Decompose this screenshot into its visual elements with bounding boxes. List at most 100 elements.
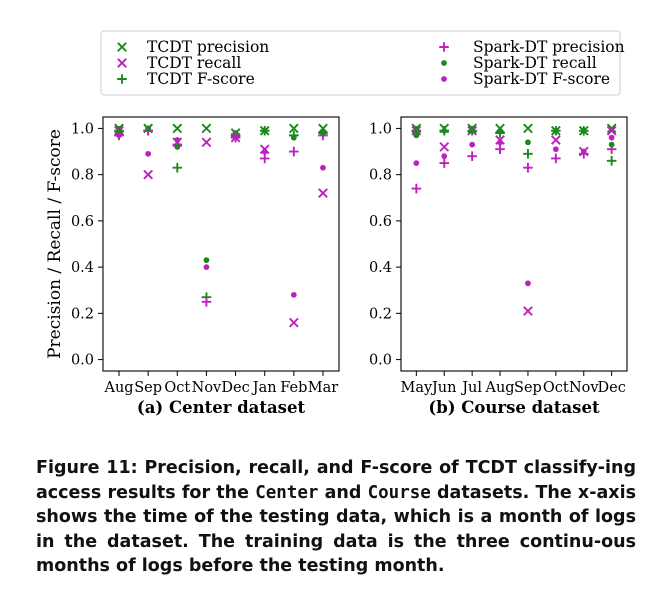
panel-center: 0.0 0.2 0.4 0.6 0.8 1.0 Aug Sep Oct Nov Dec Jan Feb M… — [45, 116, 340, 417]
point-spark-dt-f-score-may — [413, 160, 420, 167]
legend-entry-tcdt-precision: TCDT precision — [117, 38, 269, 56]
point-tcdt-precision-oct — [172, 123, 183, 134]
legend-marker-spark-dt-f-score — [441, 76, 447, 82]
point-spark-dt-recall-jul — [469, 127, 476, 134]
y-tick-label: 0.8 — [71, 168, 94, 184]
point-spark-dt-recall-oct — [552, 127, 559, 134]
legend-label: TCDT recall — [147, 54, 241, 72]
x-tick-label-dec: Dec — [221, 380, 249, 396]
point-spark-dt-recall-feb — [290, 134, 297, 141]
point-tcdt-recall-jun — [439, 142, 450, 152]
x-tick-label-jun: Jun — [430, 380, 457, 396]
point-spark-dt-f-score-nov — [580, 148, 587, 155]
point-tcdt-recall-sep — [523, 306, 533, 316]
legend-entry-tcdt-recall: TCDT recall — [117, 54, 241, 72]
plot-frame-center — [102, 116, 340, 372]
point-spark-dt-f-score-jun — [441, 153, 448, 160]
x-tick-label-sep: Sep — [514, 380, 542, 396]
point-spark-dt-recall-jun — [441, 127, 448, 134]
legend-marker-spark-dt-recall — [441, 60, 447, 66]
series-spark-dt-f-score — [413, 134, 615, 287]
caption-part-3: datasets. The x-axis shows the time of t… — [36, 482, 636, 577]
legend-marker-tcdt-precision — [117, 42, 127, 52]
y-tick-label: 0.4 — [369, 260, 392, 276]
legend-label: TCDT precision — [147, 38, 269, 56]
caption-center-term: Center — [255, 482, 319, 503]
legend-entry-spark-dt-recall: Spark-DT recall — [441, 54, 597, 72]
point-spark-dt-precision-oct — [551, 153, 561, 164]
y-tick-label: 0.8 — [369, 168, 392, 184]
series-spark-dt-f-score — [116, 132, 326, 298]
x-tick-label-dec: Dec — [597, 380, 625, 396]
y-tick-label: 0.6 — [71, 214, 94, 230]
caption-part-2: and — [318, 482, 368, 503]
plot-frame-course — [400, 116, 628, 372]
legend-label: Spark-DT precision — [473, 38, 625, 56]
legend-entry-spark-dt-f-score: Spark-DT F-score — [441, 70, 610, 88]
point-tcdt-f-score-sep — [523, 149, 533, 159]
legend-marker-tcdt-recall — [117, 58, 127, 68]
legend-entry-tcdt-f-score: TCDT F-score — [117, 70, 255, 88]
point-tcdt-recall-feb — [288, 317, 299, 328]
point-spark-dt-f-score-oct — [552, 146, 559, 153]
point-tcdt-precision-dec — [606, 123, 617, 134]
legend-label: Spark-DT recall — [473, 54, 597, 72]
point-tcdt-recall-oct — [550, 135, 561, 145]
point-tcdt-recall-sep — [143, 169, 154, 180]
y-tick-label: 0.0 — [71, 353, 94, 369]
point-spark-dt-recall-nov — [203, 257, 210, 264]
y-axis-label: Precision / Recall / F-score — [45, 129, 65, 359]
point-spark-dt-f-score-aug — [497, 139, 503, 146]
point-spark-dt-precision-jul — [467, 151, 477, 161]
x-tick-label-jan: Jan — [251, 380, 277, 396]
point-tcdt-f-score-oct — [172, 162, 183, 173]
point-spark-dt-precision-aug — [495, 144, 505, 155]
point-spark-dt-f-score-dec — [232, 132, 239, 139]
point-spark-dt-recall-dec — [608, 141, 615, 148]
legend-label: TCDT F-score — [147, 70, 255, 88]
caption-course-term: Course — [367, 482, 431, 503]
point-spark-dt-recall-sep — [525, 139, 531, 146]
x-tick-label-sep: Sep — [134, 380, 162, 396]
point-tcdt-recall-dec — [606, 125, 617, 136]
point-spark-dt-precision-may — [411, 183, 422, 194]
point-spark-dt-f-score-mar — [320, 164, 326, 171]
figure-caption: Figure 11: Precision, recall, and F-scor… — [36, 456, 636, 579]
point-spark-dt-f-score-jan — [261, 148, 268, 155]
panel-course: 0.0 0.2 0.4 0.6 0.8 1.0 May Jun Jul Aug Sep Oct NovD… — [369, 116, 628, 417]
point-tcdt-precision-feb — [288, 123, 299, 134]
legend-frame — [100, 30, 621, 96]
point-spark-dt-f-score-nov — [203, 264, 210, 271]
point-spark-dt-precision-nov — [201, 296, 212, 307]
point-spark-dt-f-score-jul — [469, 141, 476, 148]
point-spark-dt-f-score-feb — [290, 291, 297, 298]
point-spark-dt-recall-nov — [580, 127, 587, 134]
y-tick-label: 0.0 — [369, 353, 392, 369]
point-spark-dt-f-score-sep — [145, 150, 152, 157]
point-tcdt-precision-nov — [201, 123, 212, 134]
x-tick-label-nov: Nov — [569, 380, 599, 396]
point-spark-dt-precision-feb — [289, 146, 299, 157]
x-tick-label-jul: Jul — [460, 380, 482, 396]
point-spark-dt-recall-oct — [174, 144, 181, 150]
point-spark-dt-recall-mar — [320, 130, 326, 136]
y-tick-label: 1.0 — [369, 121, 392, 137]
series-spark-dt-precision — [411, 144, 617, 194]
point-spark-dt-precision-jan — [259, 153, 270, 164]
x-tick-label-oct: Oct — [164, 380, 190, 396]
y-tick-label: 1.0 — [71, 121, 94, 137]
point-spark-dt-f-score-aug — [116, 132, 122, 139]
point-tcdt-recall-mar — [318, 188, 328, 199]
legend-entry-spark-dt-precision: Spark-DT precision — [439, 38, 625, 56]
point-spark-dt-f-score-oct — [174, 137, 181, 143]
point-spark-dt-f-score-dec — [608, 134, 615, 141]
x-tick-label-aug: Aug — [103, 380, 133, 396]
panel-title-course: (b) Course dataset — [428, 398, 600, 417]
point-spark-dt-f-score-sep — [525, 280, 531, 287]
series-spark-dt-recall — [413, 127, 615, 148]
y-tick-label: 0.2 — [71, 306, 94, 322]
point-spark-dt-recall-jan — [261, 127, 268, 134]
point-spark-dt-recall-may — [413, 132, 420, 139]
